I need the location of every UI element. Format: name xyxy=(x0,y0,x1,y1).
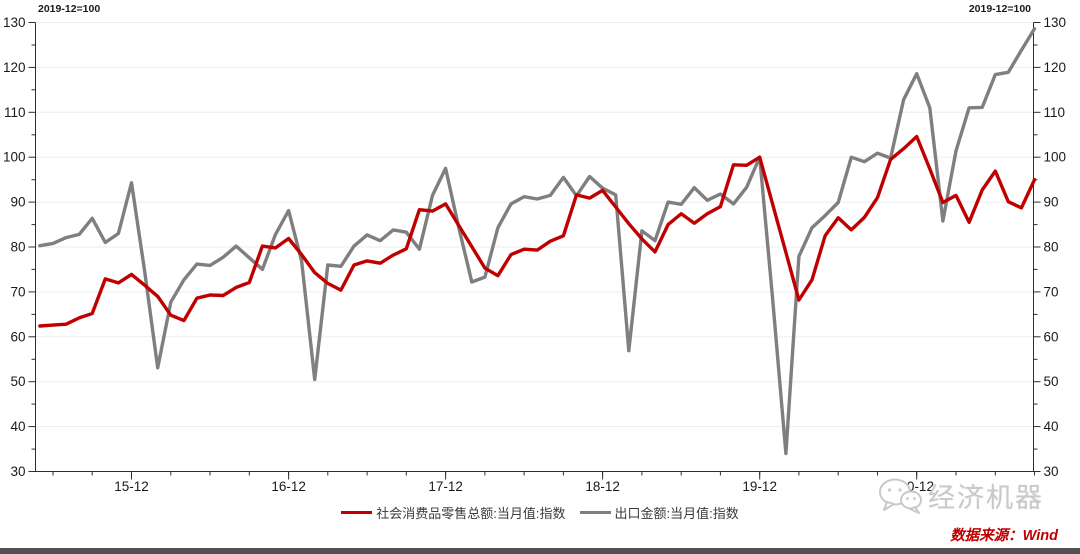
legend-label-exports: 出口金额:当月值:指数 xyxy=(614,506,739,521)
data-source-credit: 数据来源：Wind xyxy=(950,528,1058,544)
svg-text:70: 70 xyxy=(10,284,25,299)
legend-label-retail: 社会消费品零售总额:当月值:指数 xyxy=(376,506,566,521)
chart-legend: 社会消费品零售总额:当月值:指数 出口金额:当月值:指数 xyxy=(0,503,1080,522)
exports-line-swatch xyxy=(579,510,611,515)
svg-text:15-12: 15-12 xyxy=(114,479,149,494)
index-base-annotation-right: 2019-12=100 xyxy=(968,3,1031,15)
svg-text:20-12: 20-12 xyxy=(899,479,934,494)
svg-text:19-12: 19-12 xyxy=(742,479,777,494)
svg-text:70: 70 xyxy=(1044,284,1059,299)
bottom-window-edge xyxy=(0,548,1080,554)
svg-text:120: 120 xyxy=(1044,60,1067,75)
svg-text:110: 110 xyxy=(4,105,26,120)
svg-text:100: 100 xyxy=(1044,150,1067,165)
retail-line-swatch xyxy=(341,510,373,515)
svg-text:90: 90 xyxy=(1044,195,1059,210)
svg-text:130: 130 xyxy=(3,15,26,30)
index-base-annotation-left: 2019-12=100 xyxy=(38,3,101,15)
legend-item-retail: 社会消费品零售总额:当月值:指数 xyxy=(341,503,566,522)
svg-text:50: 50 xyxy=(10,374,25,389)
svg-text:18-12: 18-12 xyxy=(585,479,620,494)
svg-text:80: 80 xyxy=(10,240,25,255)
svg-text:16-12: 16-12 xyxy=(271,479,306,494)
svg-text:50: 50 xyxy=(1044,374,1059,389)
svg-text:100: 100 xyxy=(3,150,26,165)
svg-text:40: 40 xyxy=(1044,419,1059,434)
legend-item-exports: 出口金额:当月值:指数 xyxy=(579,503,739,522)
svg-text:90: 90 xyxy=(10,195,25,210)
svg-text:120: 120 xyxy=(3,60,26,75)
series-line-1 xyxy=(38,27,1037,456)
svg-text:40: 40 xyxy=(10,419,25,434)
series-line-0 xyxy=(38,134,1037,328)
svg-text:130: 130 xyxy=(1044,15,1067,30)
svg-text:30: 30 xyxy=(10,464,25,479)
svg-text:110: 110 xyxy=(1044,105,1066,120)
svg-text:60: 60 xyxy=(1044,329,1059,344)
svg-text:80: 80 xyxy=(1044,240,1059,255)
svg-text:30: 30 xyxy=(1044,464,1059,479)
svg-text:60: 60 xyxy=(10,329,25,344)
svg-text:17-12: 17-12 xyxy=(428,479,463,494)
